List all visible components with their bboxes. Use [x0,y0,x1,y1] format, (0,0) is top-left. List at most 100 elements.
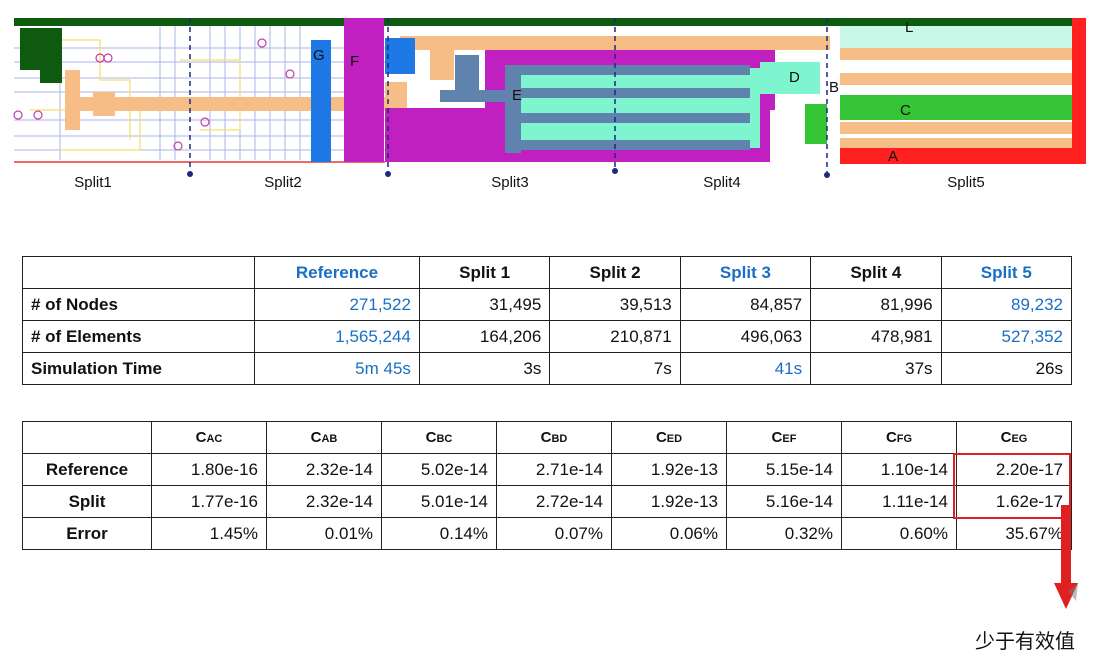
layout-diagram: A B C D E F G L Split1 Split2 Split3 Spl… [13,18,1086,191]
split-dots [187,168,830,178]
split-label-1: Split1 [74,174,112,191]
table-cell: 1.92e-13 [611,453,727,486]
table-cell: 1.10e-14 [841,453,957,486]
table-cell: 2.71e-14 [496,453,612,486]
row-label: # of Nodes [22,288,255,321]
table1-header-split3: Split 3 [679,256,812,289]
table-cell: 0.32% [726,517,842,550]
table-cell: 7s [549,352,681,385]
table-cell: 527,352 [940,320,1073,353]
table-cell: 31,495 [418,288,551,321]
header-c-fg: CFG [841,421,957,454]
table-cell: 5.02e-14 [381,453,497,486]
table-cell: 164,206 [418,320,551,353]
label-d: D [789,69,800,86]
dark-green-block-2 [40,28,62,83]
table-cell: 1.92e-13 [611,485,727,518]
label-a: A [888,148,898,165]
label-l: L [905,19,913,36]
label-c: C [900,102,911,119]
table2-header-blank [22,421,152,454]
table-cell: 41s [679,352,812,385]
table-cell: 5.16e-14 [726,485,842,518]
row-label: Reference [22,453,152,486]
table-cell: 0.60% [841,517,957,550]
table-cell: 84,857 [679,288,812,321]
blue-block [385,38,415,74]
table-cell: 1.62e-17 [956,485,1072,518]
table-cell: 271,522 [254,288,420,321]
header-c-ed: CED [611,421,727,454]
table-row: # of Elements 1,565,244 164,206 210,871 … [22,320,1073,353]
table-cell: 0.07% [496,517,612,550]
table-cell: 39,513 [549,288,681,321]
mint-top-right [840,26,1072,48]
table1-header-row: Reference Split 1 Split 2 Split 3 Split … [22,256,1073,289]
region-a [840,148,1085,164]
label-g: G [313,47,325,64]
table-cell: 3s [418,352,551,385]
region-c [840,95,1072,120]
mint-area [520,68,760,148]
table1-header-reference: Reference [254,256,420,289]
table-cell: 2.72e-14 [496,485,612,518]
label-f: F [350,53,359,70]
split-label-5: Split5 [947,174,985,191]
table-cell: 2.32e-14 [266,453,382,486]
row-label: Error [22,517,152,550]
row-label: Simulation Time [22,352,255,385]
table-row: # of Nodes 271,522 31,495 39,513 84,857 … [22,288,1073,321]
table-cell: 26s [940,352,1073,385]
table1-header-split5: Split 5 [940,256,1073,289]
header-c-ac: CAC [151,421,267,454]
header-c-ef: CEF [726,421,842,454]
region-e [440,55,750,153]
table1-header-split1: Split 1 [418,256,551,289]
header-c-eg: CEG [956,421,1072,454]
split-label-4: Split4 [703,174,741,191]
table-cell: 5m 45s [254,352,420,385]
via-markers [13,38,295,151]
green-small [805,104,827,144]
table-cell: 35.67% [956,517,1072,550]
capacitance-table: CAC CAB CBC CBD CED CEF CFG CEG Referenc… [22,421,1072,550]
table-cell: 478,981 [810,320,942,353]
region-g [311,40,331,162]
header-c-bd: CBD [496,421,612,454]
table-cell: 5.15e-14 [726,453,842,486]
label-b: B [829,79,839,96]
table1-header-blank [22,256,255,289]
split-label-2: Split2 [264,174,302,191]
table-cell: 37s [810,352,942,385]
region-d [760,62,820,94]
row-label: Split [22,485,152,518]
table-cell: 0.14% [381,517,497,550]
region-f [344,18,384,162]
table1-header-split2: Split 2 [549,256,681,289]
annotation-note: 少于有效值 [975,629,1075,653]
split-label-3: Split3 [491,174,529,191]
table-cell: 210,871 [549,320,681,353]
table-cell: 89,232 [940,288,1073,321]
table-cell: 1.77e-16 [151,485,267,518]
table-cell: 0.01% [266,517,382,550]
top-dark-bar [14,18,1086,26]
red-right-bar [1072,18,1086,164]
table1-header-split4: Split 4 [810,256,942,289]
table-cell: 496,063 [679,320,812,353]
table-row: Reference 1.80e-16 2.32e-14 5.02e-14 2.7… [22,453,1072,486]
highlight-box [953,453,1071,519]
mesh-stats-table: Reference Split 1 Split 2 Split 3 Split … [22,256,1073,385]
table-cell: 0.06% [611,517,727,550]
table-cell: 1,565,244 [254,320,420,353]
table-cell: 1.11e-14 [841,485,957,518]
table-row: Error 1.45% 0.01% 0.14% 0.07% 0.06% 0.32… [22,517,1072,550]
header-c-bc: CBC [381,421,497,454]
label-e: E [512,87,522,104]
table-cell: 81,996 [810,288,942,321]
table-cell: 5.01e-14 [381,485,497,518]
table-cell: 1.45% [151,517,267,550]
split-lines [189,18,828,172]
table2-header-row: CAC CAB CBC CBD CED CEF CFG CEG [22,421,1072,454]
header-c-ab: CAB [266,421,382,454]
